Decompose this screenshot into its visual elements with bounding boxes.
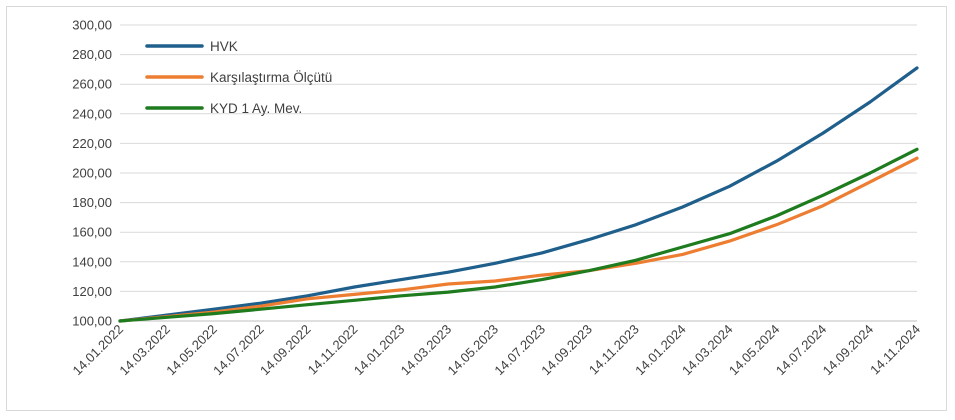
series-lines [118, 66, 919, 323]
y-tick-label: 260,00 [72, 77, 112, 92]
x-tick-label: 14.09.2022 [257, 322, 314, 379]
y-tick-label: 300,00 [72, 18, 112, 33]
series-line [118, 66, 919, 323]
legend-label: KYD 1 Ay. Mev. [210, 101, 302, 116]
y-tick-label: 100,00 [72, 314, 112, 329]
y-tick-label: 120,00 [72, 284, 112, 299]
gridlines [120, 24, 917, 292]
y-tick-label: 140,00 [72, 254, 112, 269]
x-tick-label: 14.11.2024 [867, 322, 923, 378]
legend-label: HVK [210, 39, 238, 54]
y-tick-label: 220,00 [72, 136, 112, 151]
y-tick-label: 180,00 [72, 195, 112, 210]
x-axis-ticks: 14.01.202214.03.202214.05.202214.07.2022… [69, 322, 923, 379]
y-tick-label: 160,00 [72, 225, 112, 240]
legend-label: Karşılaştırma Ölçütü [210, 70, 332, 85]
chart-frame: 100,00 120,00 140,00 160,00 180,00 200,00 220,… [6, 6, 947, 411]
y-tick-label: 280,00 [72, 47, 112, 62]
series-line [118, 147, 919, 323]
y-tick-label: 200,00 [72, 166, 112, 181]
line-chart: 100,00 120,00 140,00 160,00 180,00 200,00 220,… [69, 18, 923, 379]
x-tick-label: 14.09.2024 [820, 322, 877, 379]
y-tick-label: 240,00 [72, 106, 112, 121]
x-tick-label: 14.09.2023 [538, 322, 595, 379]
legend: HVK Karşılaştırma Ölçütü KYD 1 Ay. Mev. [145, 39, 332, 116]
series-line [118, 156, 919, 323]
y-axis-ticks: 100,00 120,00 140,00 160,00 180,00 200,00 220,… [72, 18, 112, 329]
